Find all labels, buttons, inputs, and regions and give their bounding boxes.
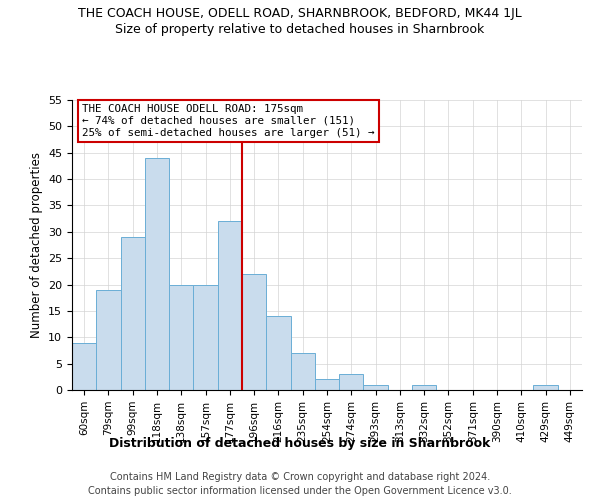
Bar <box>169 284 193 390</box>
Text: THE COACH HOUSE, ODELL ROAD, SHARNBROOK, BEDFORD, MK44 1JL: THE COACH HOUSE, ODELL ROAD, SHARNBROOK,… <box>78 8 522 20</box>
Y-axis label: Number of detached properties: Number of detached properties <box>29 152 43 338</box>
Bar <box>121 237 145 390</box>
Bar <box>315 380 339 390</box>
Bar <box>339 374 364 390</box>
Bar <box>193 284 218 390</box>
Bar <box>145 158 169 390</box>
Bar <box>242 274 266 390</box>
Bar <box>290 353 315 390</box>
Text: Size of property relative to detached houses in Sharnbrook: Size of property relative to detached ho… <box>115 22 485 36</box>
Text: Distribution of detached houses by size in Sharnbrook: Distribution of detached houses by size … <box>109 438 491 450</box>
Bar <box>533 384 558 390</box>
Bar <box>72 342 96 390</box>
Bar <box>218 222 242 390</box>
Text: Contains public sector information licensed under the Open Government Licence v3: Contains public sector information licen… <box>88 486 512 496</box>
Bar <box>364 384 388 390</box>
Bar <box>96 290 121 390</box>
Bar <box>412 384 436 390</box>
Bar <box>266 316 290 390</box>
Text: Contains HM Land Registry data © Crown copyright and database right 2024.: Contains HM Land Registry data © Crown c… <box>110 472 490 482</box>
Text: THE COACH HOUSE ODELL ROAD: 175sqm
← 74% of detached houses are smaller (151)
25: THE COACH HOUSE ODELL ROAD: 175sqm ← 74%… <box>82 104 374 138</box>
